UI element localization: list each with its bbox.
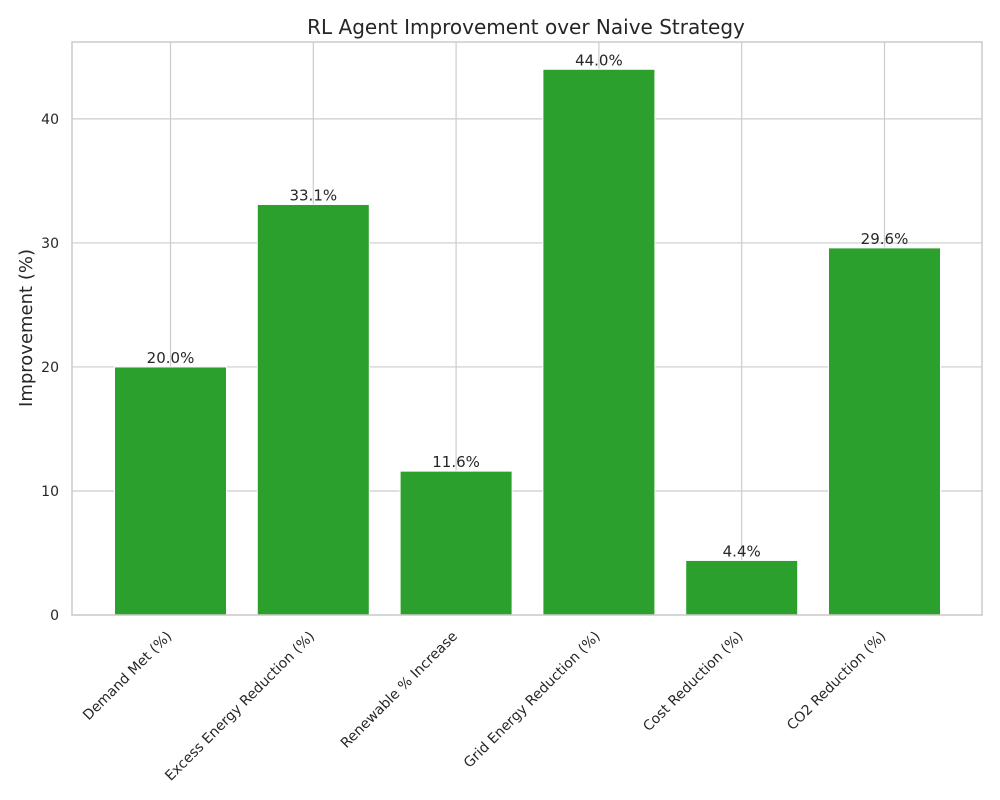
bar bbox=[256, 203, 370, 616]
chart-title: RL Agent Improvement over Naive Strategy bbox=[307, 15, 745, 39]
data-label: 11.6% bbox=[432, 453, 480, 471]
x-tick-label: Grid Energy Reduction (%) bbox=[461, 629, 604, 772]
plot-frame bbox=[71, 41, 983, 616]
data-labels: 20.0% 33.1% 11.6% 44.0% 4.4% 29.6% bbox=[147, 51, 909, 560]
bar bbox=[542, 68, 656, 616]
y-tick-label: 20 bbox=[41, 360, 59, 376]
x-tick-label: Cost Reduction (%) bbox=[640, 629, 746, 735]
y-tick-label: 10 bbox=[41, 484, 59, 500]
bar bbox=[114, 366, 227, 616]
data-label: 44.0% bbox=[575, 51, 623, 69]
x-tick-label: CO2 Reduction (%) bbox=[784, 629, 889, 734]
y-tick-label: 40 bbox=[41, 112, 59, 128]
y-tick-label: 30 bbox=[41, 236, 59, 252]
bar bbox=[685, 559, 799, 616]
bars bbox=[114, 68, 941, 616]
x-axis-categories: Demand Met (%)Excess Energy Reduction (%… bbox=[80, 629, 889, 785]
bar bbox=[399, 470, 513, 616]
y-axis-ticks: 0 10 20 30 40 bbox=[41, 112, 59, 624]
data-label: 33.1% bbox=[289, 186, 337, 204]
bar bbox=[828, 247, 941, 616]
data-label: 20.0% bbox=[147, 349, 195, 367]
x-tick-label: Demand Met (%) bbox=[80, 629, 175, 724]
x-tick-label: Renewable % Increase bbox=[338, 629, 461, 752]
data-label: 4.4% bbox=[723, 542, 761, 560]
y-axis-label: Improvement (%) bbox=[16, 249, 37, 407]
data-label: 29.6% bbox=[861, 230, 909, 248]
y-tick-label: 0 bbox=[50, 608, 59, 624]
x-tick-label: Excess Energy Reduction (%) bbox=[162, 629, 318, 785]
